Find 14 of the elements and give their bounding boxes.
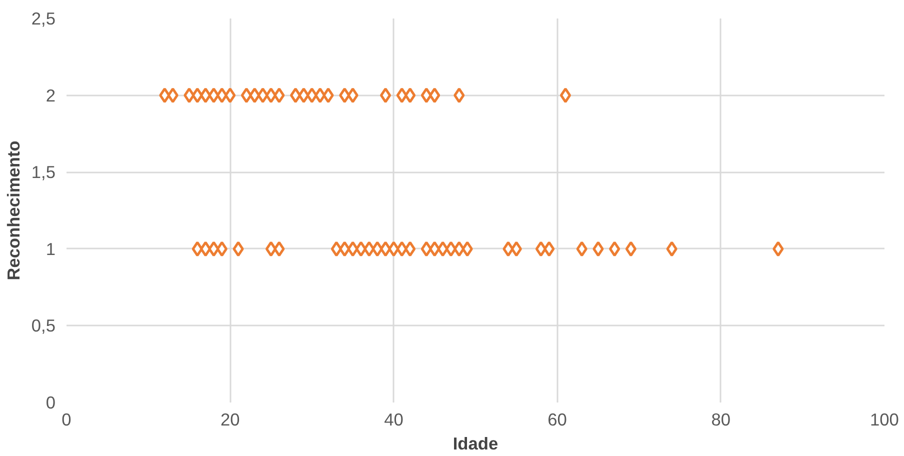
- x-tick-label: 80: [711, 410, 731, 430]
- x-tick-label: 60: [548, 410, 567, 430]
- y-tick-label: 1,5: [31, 162, 56, 182]
- x-tick-label: 20: [220, 410, 240, 430]
- x-axis-title: Idade: [452, 434, 498, 454]
- x-tick-label: 100: [870, 410, 899, 430]
- y-tick-label: 0,5: [31, 316, 56, 336]
- y-tick-label: 1: [46, 238, 56, 259]
- y-tick-label: 2,5: [31, 8, 56, 28]
- x-tick-label: 0: [62, 410, 72, 430]
- y-tick-label: 0: [46, 392, 56, 412]
- y-tick-label: 2: [46, 85, 56, 106]
- y-axis-title: Reconhecimento: [3, 140, 24, 280]
- x-tick-label: 40: [384, 410, 404, 430]
